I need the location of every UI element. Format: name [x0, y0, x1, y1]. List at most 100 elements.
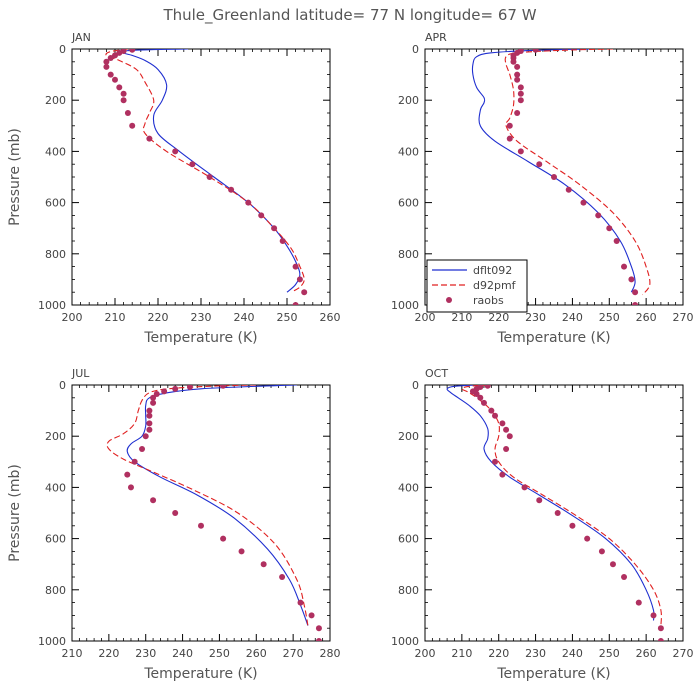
raobs-point: [499, 420, 506, 427]
x-tick-label: 260: [636, 311, 657, 324]
y-tick-label: 200: [45, 94, 66, 107]
raobs-point: [107, 54, 114, 61]
raobs-point: [315, 638, 322, 641]
raobs-point: [521, 484, 528, 491]
y-tick-label: 1000: [391, 299, 419, 312]
raobs-point: [260, 561, 267, 568]
raobs-point: [103, 63, 110, 70]
raobs-point: [551, 174, 557, 180]
raobs-point: [131, 458, 138, 465]
y-tick-label: 0: [412, 379, 419, 392]
raobs-point: [308, 612, 315, 619]
panel-jan: JAN 200 210 220 230 240 250 260 0 200 400 600 800 100…: [7, 31, 341, 346]
raobs-point: [517, 84, 524, 91]
legend-box: [426, 259, 528, 313]
raobs-point: [536, 161, 543, 168]
x-tick-label: 270: [673, 647, 694, 660]
raobs-point: [517, 97, 524, 104]
raobs-point: [492, 412, 499, 419]
y-tick-label: 200: [398, 94, 419, 107]
d92pmf-line: [106, 385, 309, 626]
x-tick-label: 260: [636, 647, 657, 660]
x-axis-label: Temperature (K): [496, 330, 610, 346]
raobs-point: [506, 122, 513, 129]
raobs-point: [279, 574, 286, 580]
x-tick-label: 220: [98, 647, 119, 660]
raobs-point: [514, 110, 521, 116]
raobs-point: [480, 399, 487, 406]
raobs-point: [150, 497, 157, 504]
raobs-point: [503, 446, 510, 452]
raobs-point: [120, 97, 127, 104]
raobs-point: [127, 484, 134, 491]
raobs-point: [492, 458, 499, 465]
raobs-point: [657, 625, 664, 632]
x-tick-label: 250: [599, 647, 620, 660]
raobs-point: [484, 385, 491, 389]
panel-oct: OCT 200 210 220 230 240 250 260 270 0 200 400 600 800…: [391, 367, 694, 682]
raobs-point: [613, 238, 620, 244]
raobs-point: [595, 212, 602, 219]
d92pmf-line: [504, 49, 651, 296]
raobs-point: [473, 390, 480, 397]
y-tick-label: 800: [398, 584, 419, 597]
panel-apr: APR 200 210 220 230 240 250 260 270 0 200 400 600 800…: [391, 31, 694, 346]
x-tick-label: 200: [415, 647, 436, 660]
y-tick-label: 400: [45, 481, 66, 494]
raobs-point: [279, 238, 286, 244]
dflt092-line: [446, 385, 655, 621]
x-axis-label: Temperature (K): [143, 666, 257, 682]
x-tick-label: 230: [191, 311, 212, 324]
raobs-point: [220, 535, 227, 542]
x-tick-label: 210: [451, 311, 472, 324]
raobs-point: [142, 433, 149, 440]
x-tick-label: 260: [320, 311, 341, 324]
panel-jul: JUL 210 220 230 240 250 260 270 280 0 200 400 600 800…: [7, 367, 341, 682]
x-tick-label: 260: [246, 647, 267, 660]
legend-label: d92pmf: [473, 279, 517, 292]
x-tick-label: 240: [172, 647, 193, 660]
panel-label: JUL: [71, 367, 90, 380]
panel-label: OCT: [425, 367, 448, 380]
legend-label: dflt092: [473, 264, 512, 277]
y-tick-label: 800: [45, 248, 66, 261]
raobs-point: [129, 49, 136, 53]
raobs-point: [172, 385, 179, 392]
raobs-point: [565, 186, 572, 193]
raobs-point: [297, 599, 304, 606]
raobs-point: [580, 199, 587, 206]
raobs-point: [628, 276, 635, 283]
figure-title: Thule_Greenland latitude= 77 N longitude…: [162, 6, 536, 25]
raobs-point: [506, 433, 513, 440]
raobs-point: [245, 199, 252, 206]
plot-frame: [71, 48, 331, 306]
raobs-point: [146, 426, 153, 433]
x-tick-label: 240: [562, 311, 583, 324]
y-tick-label: 600: [398, 533, 419, 546]
y-tick-label: 200: [45, 430, 66, 443]
raobs-point: [112, 76, 118, 83]
x-tick-label: 230: [135, 647, 156, 660]
raobs-point: [510, 58, 517, 65]
y-axis-label: Pressure (mb): [7, 128, 23, 226]
raobs-point: [103, 58, 110, 65]
y-tick-label: 1000: [391, 635, 419, 648]
x-tick-label: 220: [488, 647, 509, 660]
y-tick-label: 1000: [38, 299, 66, 312]
plot-frame: [71, 384, 331, 642]
raobs-point: [124, 471, 131, 478]
x-tick-label: 250: [599, 311, 620, 324]
x-tick-label: 210: [451, 647, 472, 660]
raobs-point: [228, 186, 235, 193]
raobs-point: [621, 574, 628, 580]
raobs-point: [621, 263, 628, 270]
x-tick-label: 220: [488, 311, 509, 324]
raobs-point: [554, 510, 561, 516]
raobs-point: [536, 497, 543, 504]
raobs-point: [139, 446, 146, 452]
plot-frame: [424, 384, 684, 642]
dflt092-line: [122, 49, 301, 293]
raobs-point: [206, 174, 213, 180]
raobs-point: [146, 135, 153, 142]
plot-area: [471, 49, 651, 305]
